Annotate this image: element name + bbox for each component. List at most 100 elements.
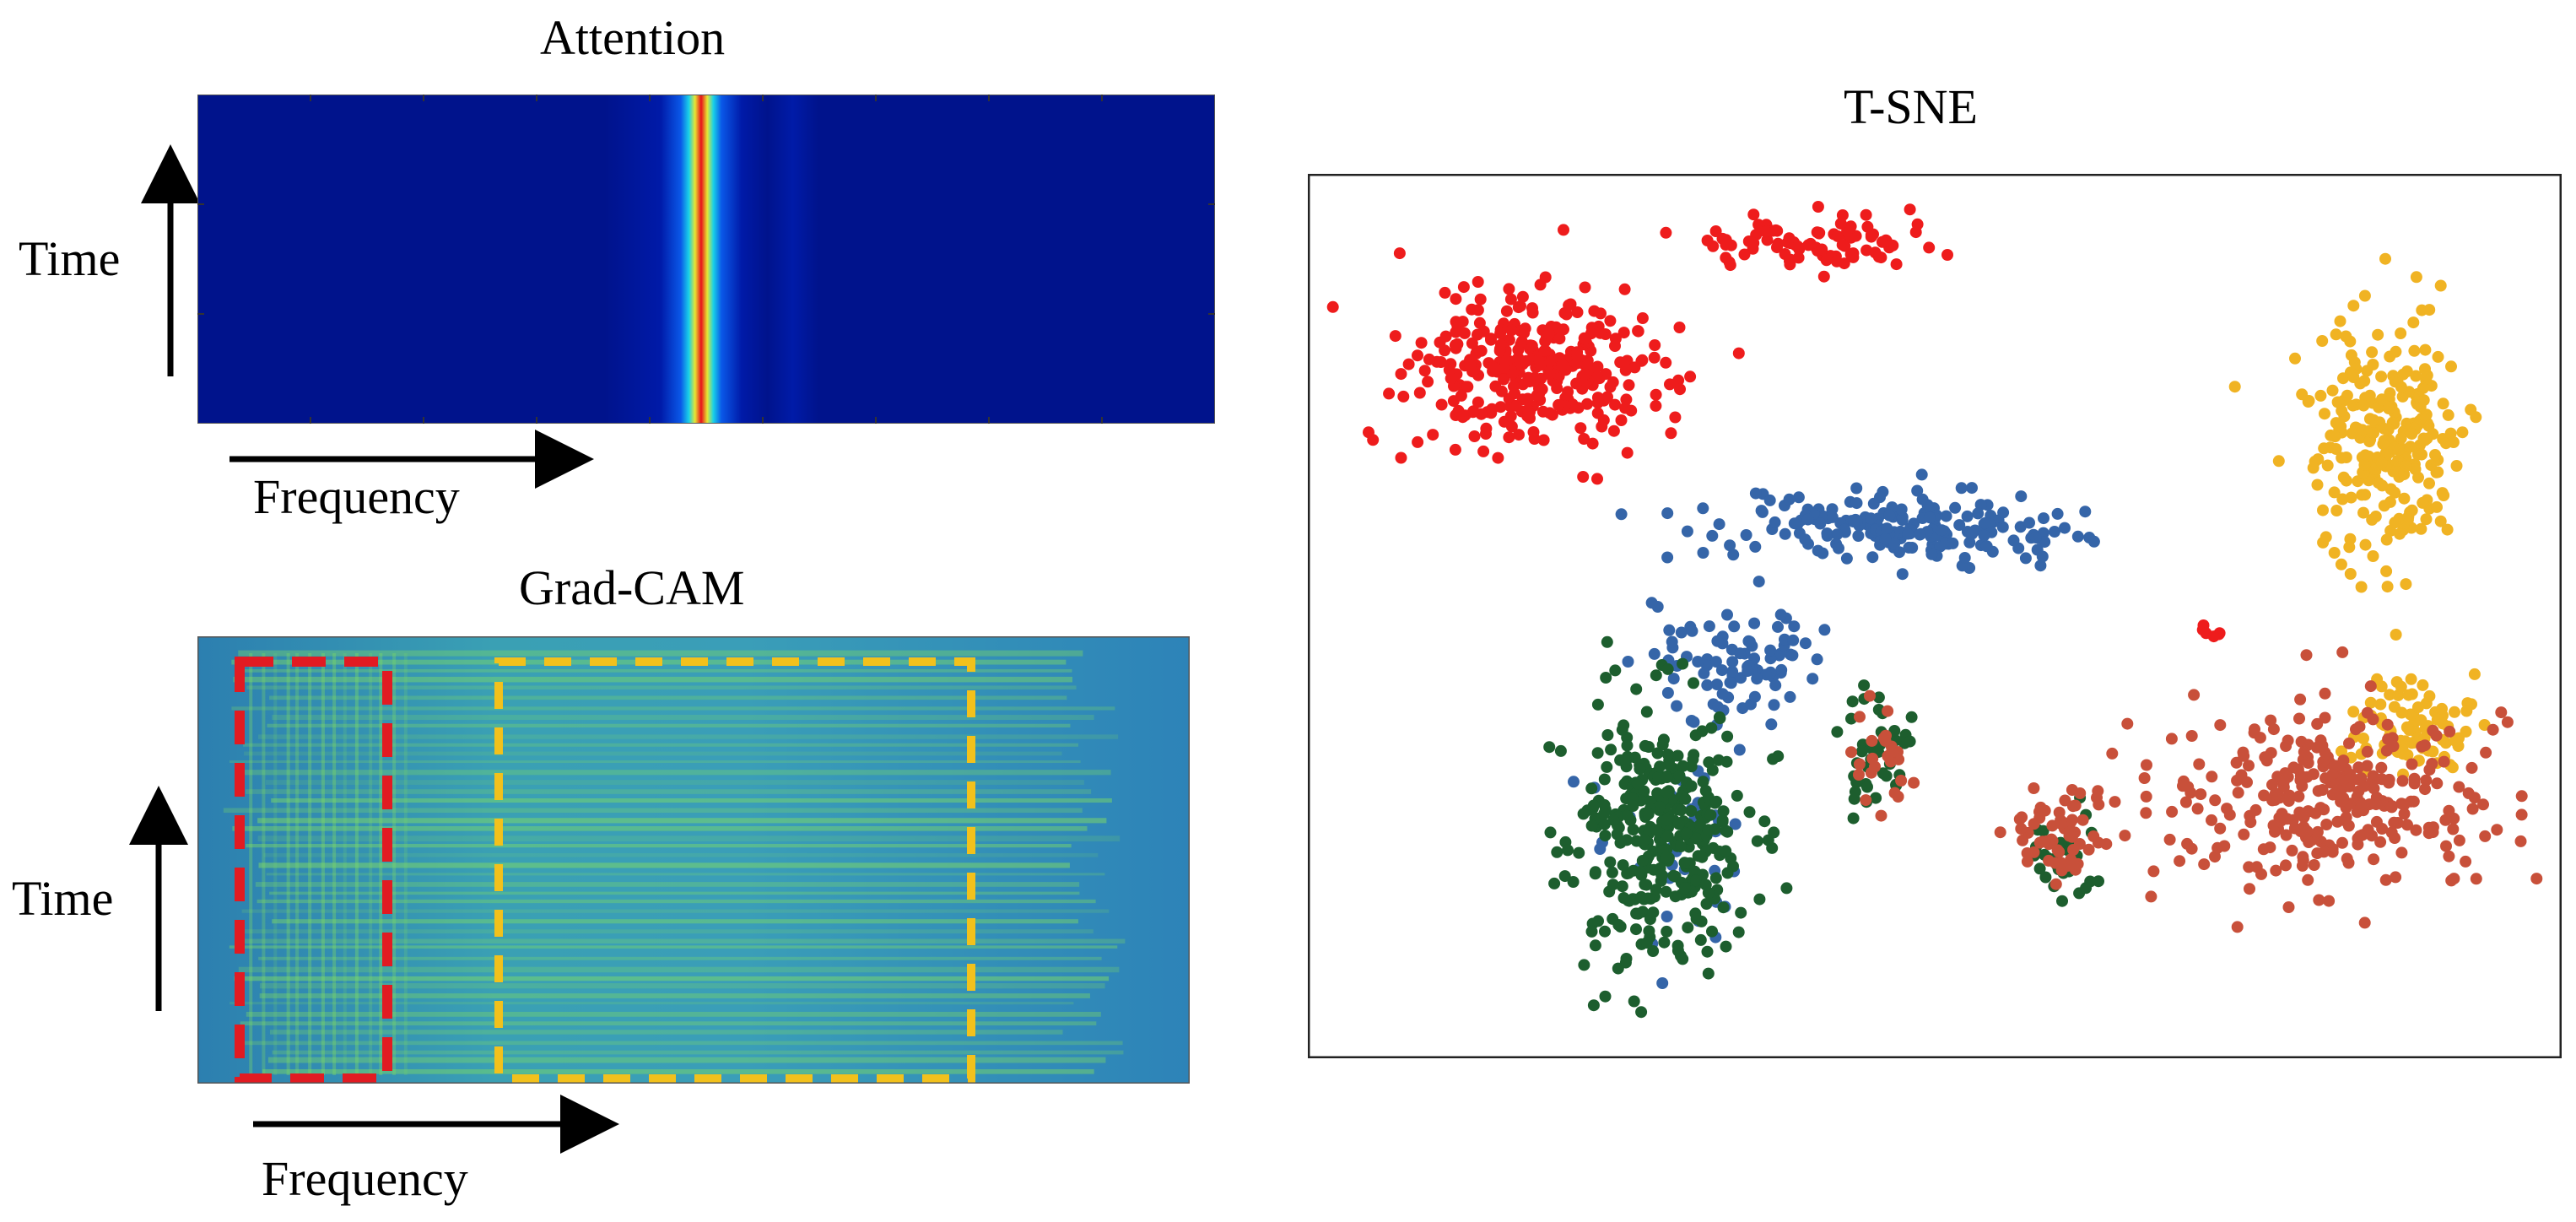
tsne-point [1615, 414, 1628, 426]
tsne-point [1543, 741, 1556, 754]
tsne-point [2356, 489, 2368, 501]
tsne-point [1571, 346, 1584, 359]
tsne-point [1961, 510, 1974, 522]
tsne-point [2066, 800, 2079, 813]
tsne-point [1627, 800, 1639, 812]
tsne-point [2049, 878, 2062, 890]
tsne-point [1480, 428, 1492, 440]
tsne-point [2436, 702, 2448, 715]
tsne-point [2323, 895, 2336, 907]
tsne-point [2382, 424, 2395, 436]
tsne-point [1599, 990, 1612, 1003]
tsne-point [1617, 327, 1630, 339]
tsne-point [1896, 568, 1909, 581]
tsne-point [2350, 723, 2362, 736]
tsne-point [1748, 690, 1761, 703]
tsne-point [1888, 538, 1901, 550]
tsne-point [2450, 460, 2463, 472]
tsne-point [1630, 683, 1643, 695]
tsne-point [2347, 706, 2360, 718]
tsne-point [1817, 270, 1830, 283]
tsne-point [1751, 835, 1763, 847]
tsne-point [1814, 517, 1827, 530]
tsne-point [1604, 315, 1617, 327]
tsne-point [1753, 893, 1766, 906]
tsne-point [2377, 438, 2390, 451]
tsne-point [1784, 690, 1796, 703]
tsne-point [2375, 393, 2388, 406]
tsne-point [1895, 503, 1908, 516]
tsne-point [2015, 490, 2028, 503]
tsne-point [1860, 794, 1872, 807]
tsne-point [1506, 367, 1519, 380]
tsne-point [1701, 235, 1714, 246]
tsne-point [1764, 644, 1777, 657]
tsne-point [1888, 725, 1901, 737]
tsne-point [1904, 203, 1916, 216]
tsne-point [1711, 635, 1724, 647]
gradcam-title: Grad-CAM [519, 560, 745, 615]
tsne-point [1972, 507, 1985, 520]
tsne-point [1651, 747, 1664, 760]
tsne-point [1450, 316, 1462, 328]
tsne-point [1553, 333, 1566, 345]
tsne-point [1434, 356, 1447, 368]
tsne-point [1591, 747, 1604, 760]
tsne-point [1801, 513, 1814, 526]
tsne-point [2380, 565, 2393, 577]
tsne-point [1658, 936, 1671, 949]
tsne-point [2439, 814, 2452, 826]
tsne-point [1650, 388, 1662, 401]
tsne-point [1779, 527, 1791, 540]
tsne-point [2400, 460, 2412, 473]
tsne-point [1636, 855, 1649, 867]
tsne-point [2087, 535, 2100, 548]
tsne-point [2411, 419, 2424, 431]
tsne-point [1598, 773, 1611, 786]
tsne-point [1678, 857, 1691, 869]
tsne-point [2376, 823, 2389, 835]
tsne-point [2066, 814, 2078, 826]
tsne-point [1601, 391, 1613, 403]
gradcam-stripe [246, 685, 1077, 689]
tsne-point [1853, 769, 1865, 781]
tsne-point [1860, 208, 1872, 221]
tsne-point [2431, 500, 2443, 513]
gradcam-vertical-stripe [379, 653, 383, 1075]
tsne-point [1598, 818, 1611, 830]
tsne-point [1690, 832, 1703, 845]
tsne-point [1848, 792, 1860, 805]
tsne-point [2410, 824, 2422, 836]
tsne-point [2361, 745, 2373, 758]
tsne-point [2036, 550, 2049, 563]
tsne-point [1591, 397, 1604, 409]
tsne-point [1632, 907, 1644, 920]
tsne-point [2334, 315, 2346, 327]
tsne-point [1799, 533, 1812, 546]
tsne-point [2336, 493, 2349, 506]
tsne-point [1879, 533, 1892, 545]
tsne-point [2140, 790, 2152, 803]
tsne-point [2395, 327, 2407, 339]
gradcam-stripe [269, 695, 1067, 700]
tsne-point [1686, 625, 1698, 637]
tsne-point [1834, 218, 1847, 230]
tsne-point [1600, 672, 1612, 684]
tsne-point [1872, 691, 1885, 704]
tsne-point [2420, 408, 2433, 421]
tsne-point [2311, 479, 2324, 491]
tsne-point [1883, 509, 1896, 522]
tsne-point [1772, 620, 1784, 633]
tsne-point [2347, 300, 2360, 312]
tsne-points [1326, 201, 2543, 1019]
tsne-point [2410, 271, 2422, 284]
tsne-point [2381, 718, 2394, 731]
tsne-point [2344, 568, 2357, 580]
tsne-point [1675, 626, 1688, 639]
tsne-point [1792, 491, 1805, 504]
tsne-point [1492, 451, 1504, 464]
tsne-point [2043, 838, 2055, 851]
tsne-point [1685, 715, 1698, 727]
tsne-point [1775, 663, 1788, 676]
tsne-point [1706, 764, 1719, 776]
